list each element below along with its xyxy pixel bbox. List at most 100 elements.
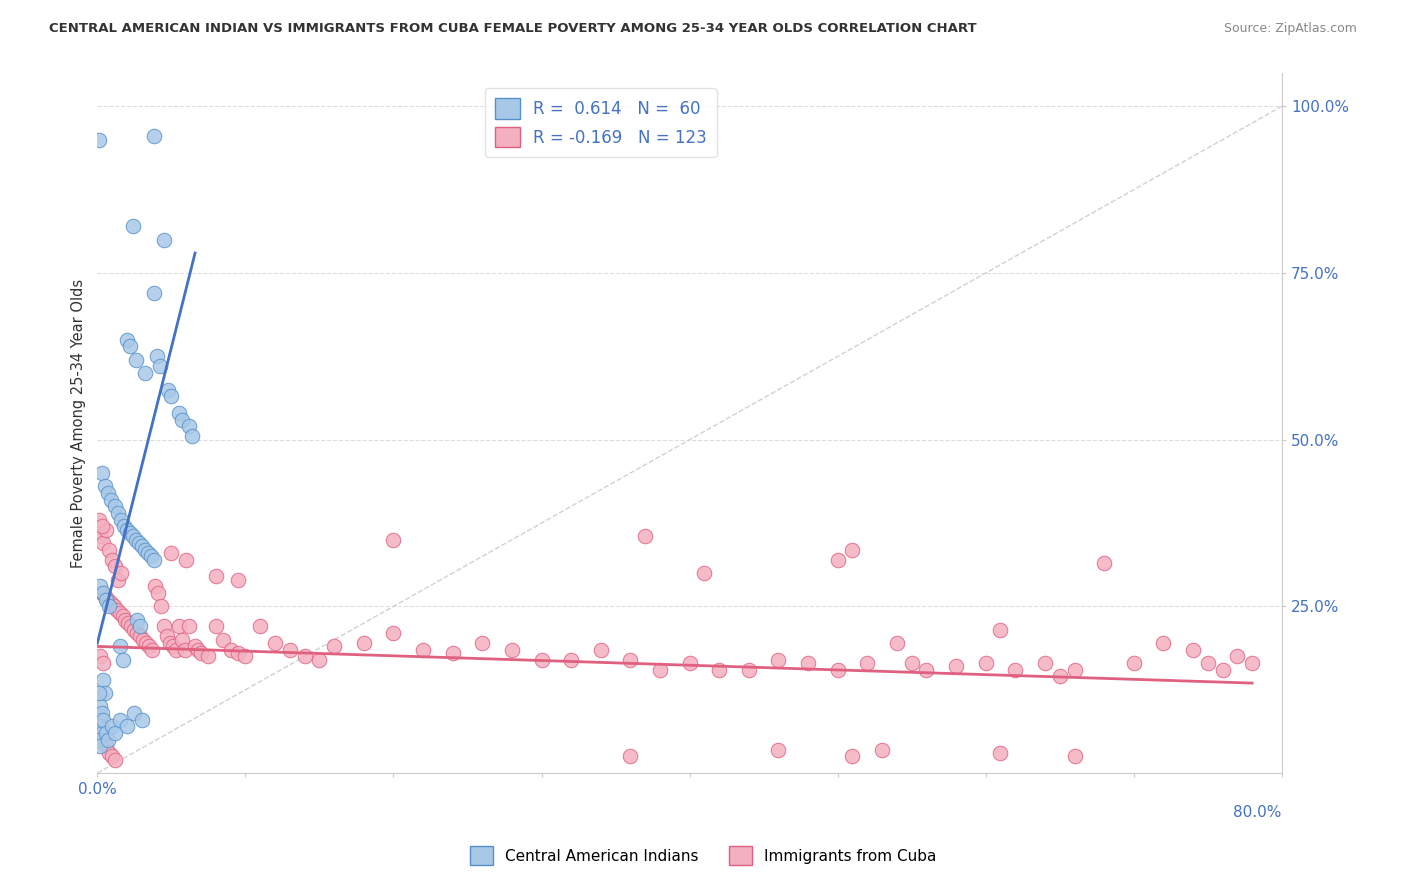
Point [226,646,249,660]
Point [184,640,207,654]
Point [179,619,201,633]
Point [131,713,153,727]
Point [768,653,790,667]
Point [145,350,167,364]
Point [110,513,132,527]
Point [323,640,346,654]
Point [89,699,111,714]
Point [693,566,716,580]
Point [945,659,967,673]
Point [112,519,135,533]
Point [768,743,790,757]
Point [91,673,114,687]
Point [190,646,212,660]
Point [412,642,434,657]
Point [990,746,1012,760]
Point [87,513,110,527]
Point [104,753,127,767]
Point [841,542,863,557]
Point [124,706,146,720]
Point [89,649,111,664]
Point [915,663,938,677]
Point [138,640,160,654]
Point [1241,656,1264,670]
Text: 80.0%: 80.0% [1233,805,1282,820]
Point [827,553,849,567]
Point [91,536,114,550]
Point [87,732,110,747]
Point [173,642,195,657]
Point [89,579,111,593]
Point [134,366,156,380]
Point [115,719,138,733]
Point [114,613,136,627]
Point [167,406,190,420]
Point [146,586,169,600]
Point [129,629,152,643]
Point [226,573,249,587]
Point [353,636,375,650]
Point [382,533,405,547]
Point [90,466,112,480]
Point [156,629,179,643]
Point [90,586,112,600]
Point [165,642,187,657]
Point [105,603,128,617]
Point [108,713,131,727]
Point [124,623,146,637]
Point [1122,656,1144,670]
Point [900,656,922,670]
Point [96,726,118,740]
Point [141,642,163,657]
Point [157,383,180,397]
Point [115,523,138,537]
Point [97,592,120,607]
Point [101,749,124,764]
Point [797,656,820,670]
Point [1063,663,1085,677]
Point [108,606,131,620]
Point [501,642,523,657]
Point [94,686,117,700]
Point [122,219,145,234]
Point [103,599,125,614]
Point [118,526,141,541]
Point [94,479,117,493]
Point [87,133,110,147]
Point [142,553,165,567]
Point [100,492,122,507]
Point [264,636,287,650]
Point [128,536,150,550]
Point [170,632,193,647]
Point [98,599,121,614]
Point [153,233,176,247]
Legend: R =  0.614   N =  60, R = -0.169   N = 123: R = 0.614 N = 60, R = -0.169 N = 123 [485,88,717,157]
Point [129,619,152,633]
Point [90,726,112,740]
Text: Source: ZipAtlas.com: Source: ZipAtlas.com [1223,22,1357,36]
Point [91,713,114,727]
Point [160,546,183,560]
Point [89,739,111,754]
Text: CENTRAL AMERICAN INDIAN VS IMMIGRANTS FROM CUBA FEMALE POVERTY AMONG 25-34 YEAR : CENTRAL AMERICAN INDIAN VS IMMIGRANTS FR… [49,22,977,36]
Point [197,649,219,664]
Point [120,619,142,633]
Point [89,719,111,733]
Point [181,429,204,443]
Point [841,749,863,764]
Point [162,640,184,654]
Point [96,739,118,754]
Point [142,285,165,300]
Point [117,616,139,631]
Point [104,726,127,740]
Point [148,359,170,374]
Point [1152,636,1174,650]
Point [1226,649,1249,664]
Point [212,632,235,647]
Point [111,609,134,624]
Point [249,619,271,633]
Point [174,553,197,567]
Point [619,749,641,764]
Point [1197,656,1219,670]
Point [150,599,173,614]
